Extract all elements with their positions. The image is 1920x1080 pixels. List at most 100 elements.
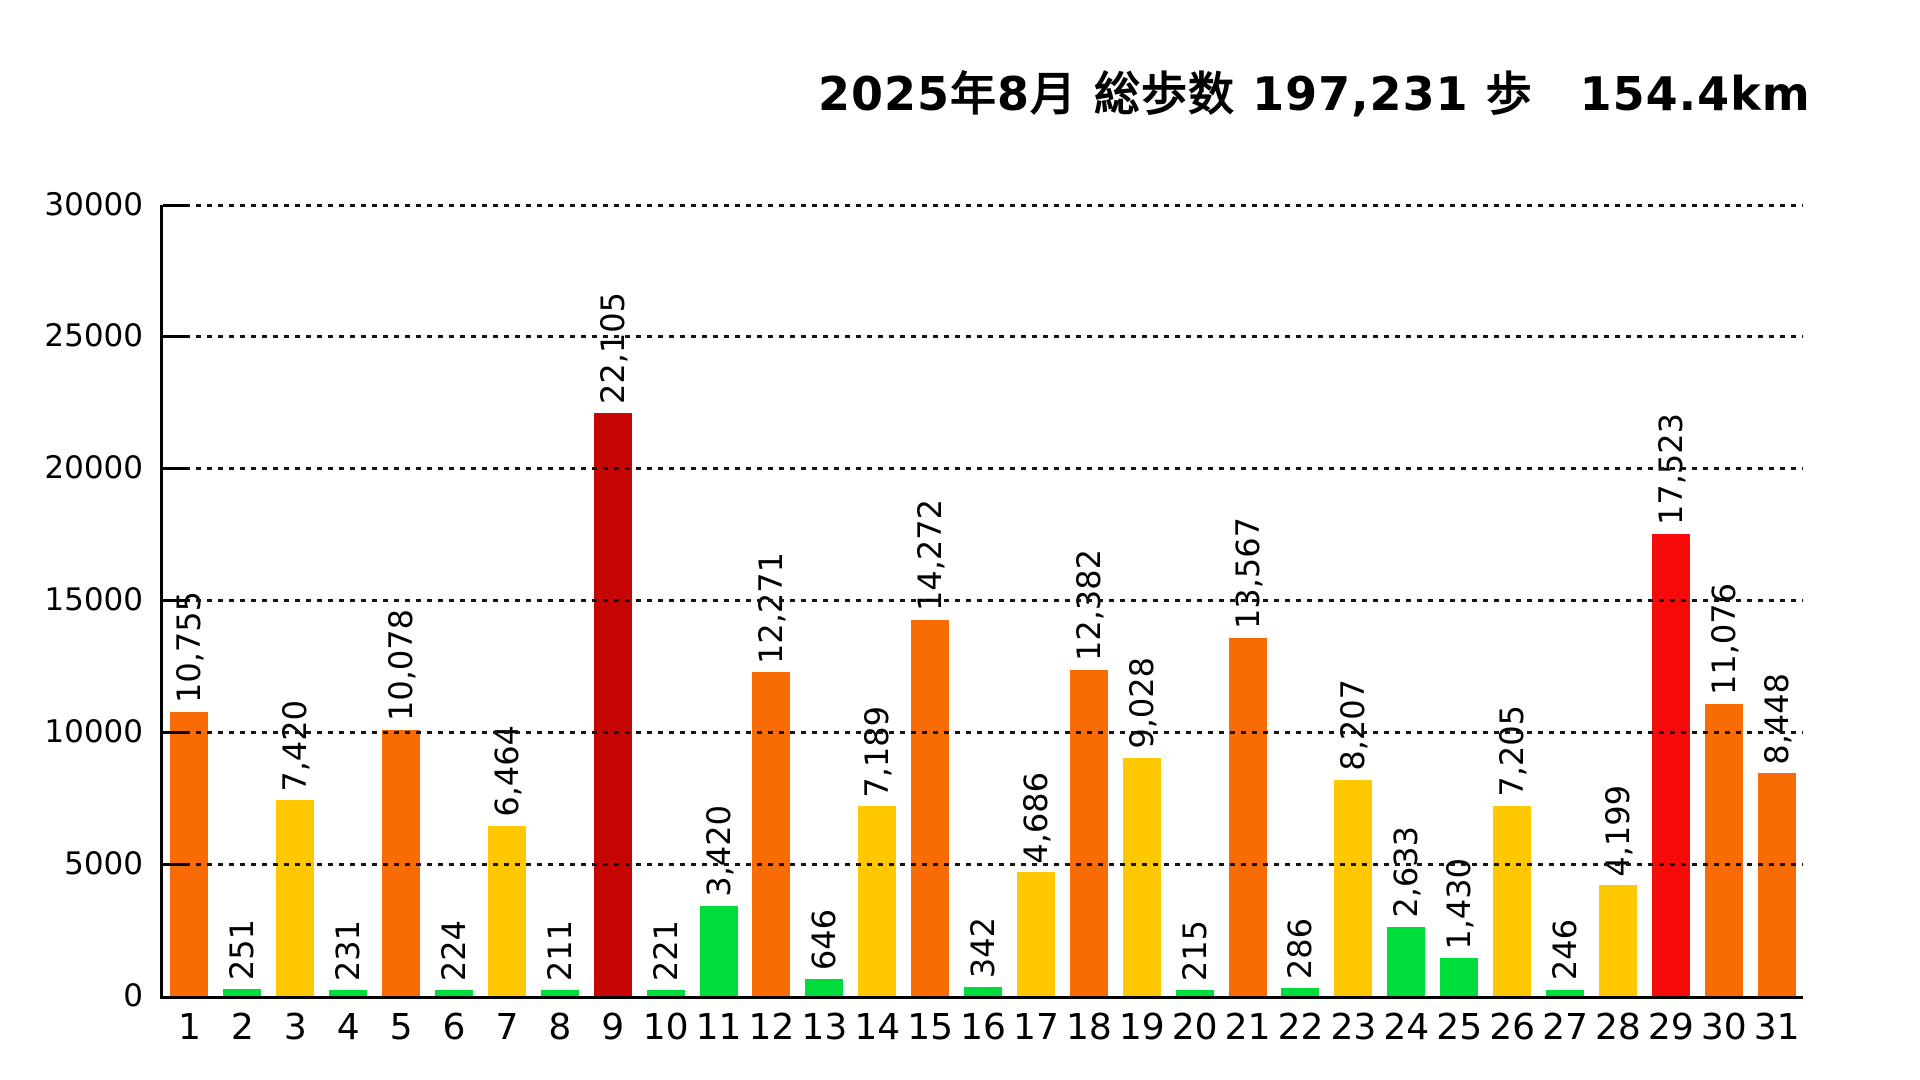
x-axis-day-label-8: 8	[548, 1007, 572, 1048]
day-slot-1: 10,755 1	[163, 205, 216, 1046]
day-slot-6: 224 6	[428, 205, 481, 1046]
bar-value-label-day-31: 8,448	[1757, 672, 1796, 765]
bar-value-label-day-21: 13,567	[1228, 517, 1267, 630]
x-axis-day-label-11: 11	[695, 1007, 742, 1048]
x-axis-day-label-20: 20	[1171, 1007, 1218, 1048]
y-axis-tick-label: 0	[123, 977, 143, 1014]
y-axis-tick-label: 30000	[44, 186, 143, 223]
bar-value-label-day-1: 10,755	[170, 591, 209, 704]
x-axis-day-label-29: 29	[1647, 1007, 1694, 1048]
day-slot-11: 3,420 11	[692, 205, 745, 1045]
x-axis-day-label-2: 2	[230, 1007, 254, 1048]
gridline-30000	[163, 203, 1803, 207]
bar-day-11: 3,420	[699, 805, 738, 996]
bar-day-12: 12,271	[752, 552, 791, 996]
bar-day-26: 7,205	[1493, 705, 1532, 996]
day-slot-9: 22,105 9	[586, 205, 639, 1046]
bar-day-31: 8,448	[1757, 673, 1796, 996]
day-slot-28: 4,199 28	[1591, 205, 1644, 1046]
x-axis-day-label-25: 25	[1436, 1007, 1483, 1048]
bar-day-13: 646	[805, 909, 844, 996]
day-slot-19: 9,028 19	[1115, 205, 1168, 1045]
x-axis-day-label-7: 7	[495, 1007, 519, 1048]
bar-value-label-day-18: 12,382	[1069, 548, 1108, 661]
bar-day-25: 1,430	[1440, 858, 1479, 996]
day-slot-20: 215 20	[1168, 205, 1221, 1045]
y-tick-mark	[163, 599, 188, 602]
bar-value-label-day-14: 7,189	[858, 705, 897, 798]
chart-title: 2025年8月 総歩数 197,231 歩 154.4km	[818, 67, 1811, 121]
x-axis-day-label-17: 17	[1013, 1007, 1059, 1048]
x-axis-day-label-5: 5	[389, 1007, 413, 1048]
day-slot-10: 221 10	[639, 205, 692, 1045]
day-slot-22: 286 22	[1274, 205, 1327, 1045]
x-axis-day-label-30: 30	[1700, 1007, 1747, 1048]
bar-value-label-day-9: 22,105	[593, 292, 632, 405]
bar-day-7: 6,464	[487, 725, 526, 996]
day-slot-30: 11,076 30	[1697, 205, 1750, 1046]
bar-value-label-day-23: 8,207	[1334, 679, 1373, 771]
y-axis-tick-label: 10000	[44, 713, 143, 750]
bar-day-29: 17,523	[1651, 413, 1690, 996]
day-slot-4: 231 4	[322, 205, 375, 1046]
day-slot-16: 342 16	[957, 205, 1010, 1046]
bar-value-label-day-17: 4,686	[1016, 771, 1055, 864]
bar-value-label-day-22: 286	[1281, 918, 1320, 980]
x-axis-day-label-12: 12	[748, 1007, 795, 1048]
x-axis-day-label-26: 26	[1489, 1007, 1536, 1048]
gridline-20000	[163, 467, 1803, 471]
day-slot-26: 7,205 26	[1486, 205, 1539, 1045]
bar-value-label-day-10: 221	[646, 920, 685, 982]
day-slot-14: 7,189 14	[851, 205, 904, 1046]
day-slot-2: 251 2	[216, 205, 269, 1046]
x-axis-day-label-22: 22	[1277, 1007, 1324, 1048]
x-axis-day-label-28: 28	[1595, 1007, 1641, 1048]
bar-day-9: 22,105	[593, 292, 632, 996]
bar-day-15: 14,272	[911, 499, 950, 996]
bar-value-label-day-25: 1,430	[1440, 857, 1479, 950]
bar-day-1: 10,755	[170, 591, 209, 996]
x-axis-day-label-6: 6	[442, 1007, 466, 1048]
bar-day-24: 2,633	[1387, 826, 1426, 996]
y-axis-tick-label: 15000	[44, 582, 143, 618]
bar-day-6: 224	[434, 920, 473, 996]
bar-day-16: 342	[964, 917, 1003, 996]
bar-value-label-day-13: 646	[805, 908, 844, 970]
day-slot-15: 14,272 15	[904, 205, 957, 1046]
bar-value-label-day-20: 215	[1175, 920, 1214, 982]
day-slot-25: 1,430 25	[1433, 205, 1486, 1046]
bar-value-label-day-2: 251	[223, 919, 262, 981]
bar-value-label-day-19: 9,028	[1122, 657, 1161, 749]
y-tick-mark	[163, 730, 188, 734]
bar-day-2: 251	[223, 919, 262, 996]
x-axis-day-label-23: 23	[1330, 1007, 1377, 1048]
y-axis-tick-label: 5000	[64, 845, 143, 882]
bar-day-23: 8,207	[1334, 679, 1373, 996]
x-axis-day-label-16: 16	[960, 1007, 1006, 1048]
bar-day-8: 211	[540, 920, 579, 996]
bar-value-label-day-6: 224	[434, 920, 473, 982]
y-tick-mark	[163, 467, 188, 471]
x-axis-day-label-27: 27	[1542, 1007, 1588, 1048]
bar-day-28: 4,199	[1598, 785, 1637, 996]
bar-day-27: 246	[1546, 919, 1585, 996]
bar-value-label-day-8: 211	[540, 920, 579, 982]
day-slot-23: 8,207 23	[1327, 205, 1380, 1046]
day-slot-8: 211 8	[533, 205, 586, 1046]
bar-value-label-day-5: 10,078	[382, 609, 421, 722]
x-axis-day-label-9: 9	[601, 1007, 625, 1048]
bar-day-22: 286	[1281, 918, 1320, 996]
y-tick-mark	[163, 862, 188, 866]
day-slot-21: 13,567 21	[1221, 205, 1274, 1045]
bar-value-label-day-7: 6,464	[487, 724, 526, 817]
day-slot-18: 12,382 18	[1062, 205, 1115, 1046]
x-axis-day-label-3: 3	[283, 1007, 307, 1048]
y-tick-mark	[163, 203, 188, 207]
bar-value-label-day-24: 2,633	[1387, 825, 1426, 918]
plot-area: 10,755 1 251 2 7,420 3 231 4 10,078 5 224 6 6,464 7 21…	[44, 189, 1803, 1046]
day-slot-7: 6,464 7	[480, 205, 533, 1046]
y-axis-tick-label: 20000	[44, 450, 143, 487]
bar-day-21: 13,567	[1228, 517, 1267, 996]
x-axis-day-label-15: 15	[907, 1007, 954, 1048]
